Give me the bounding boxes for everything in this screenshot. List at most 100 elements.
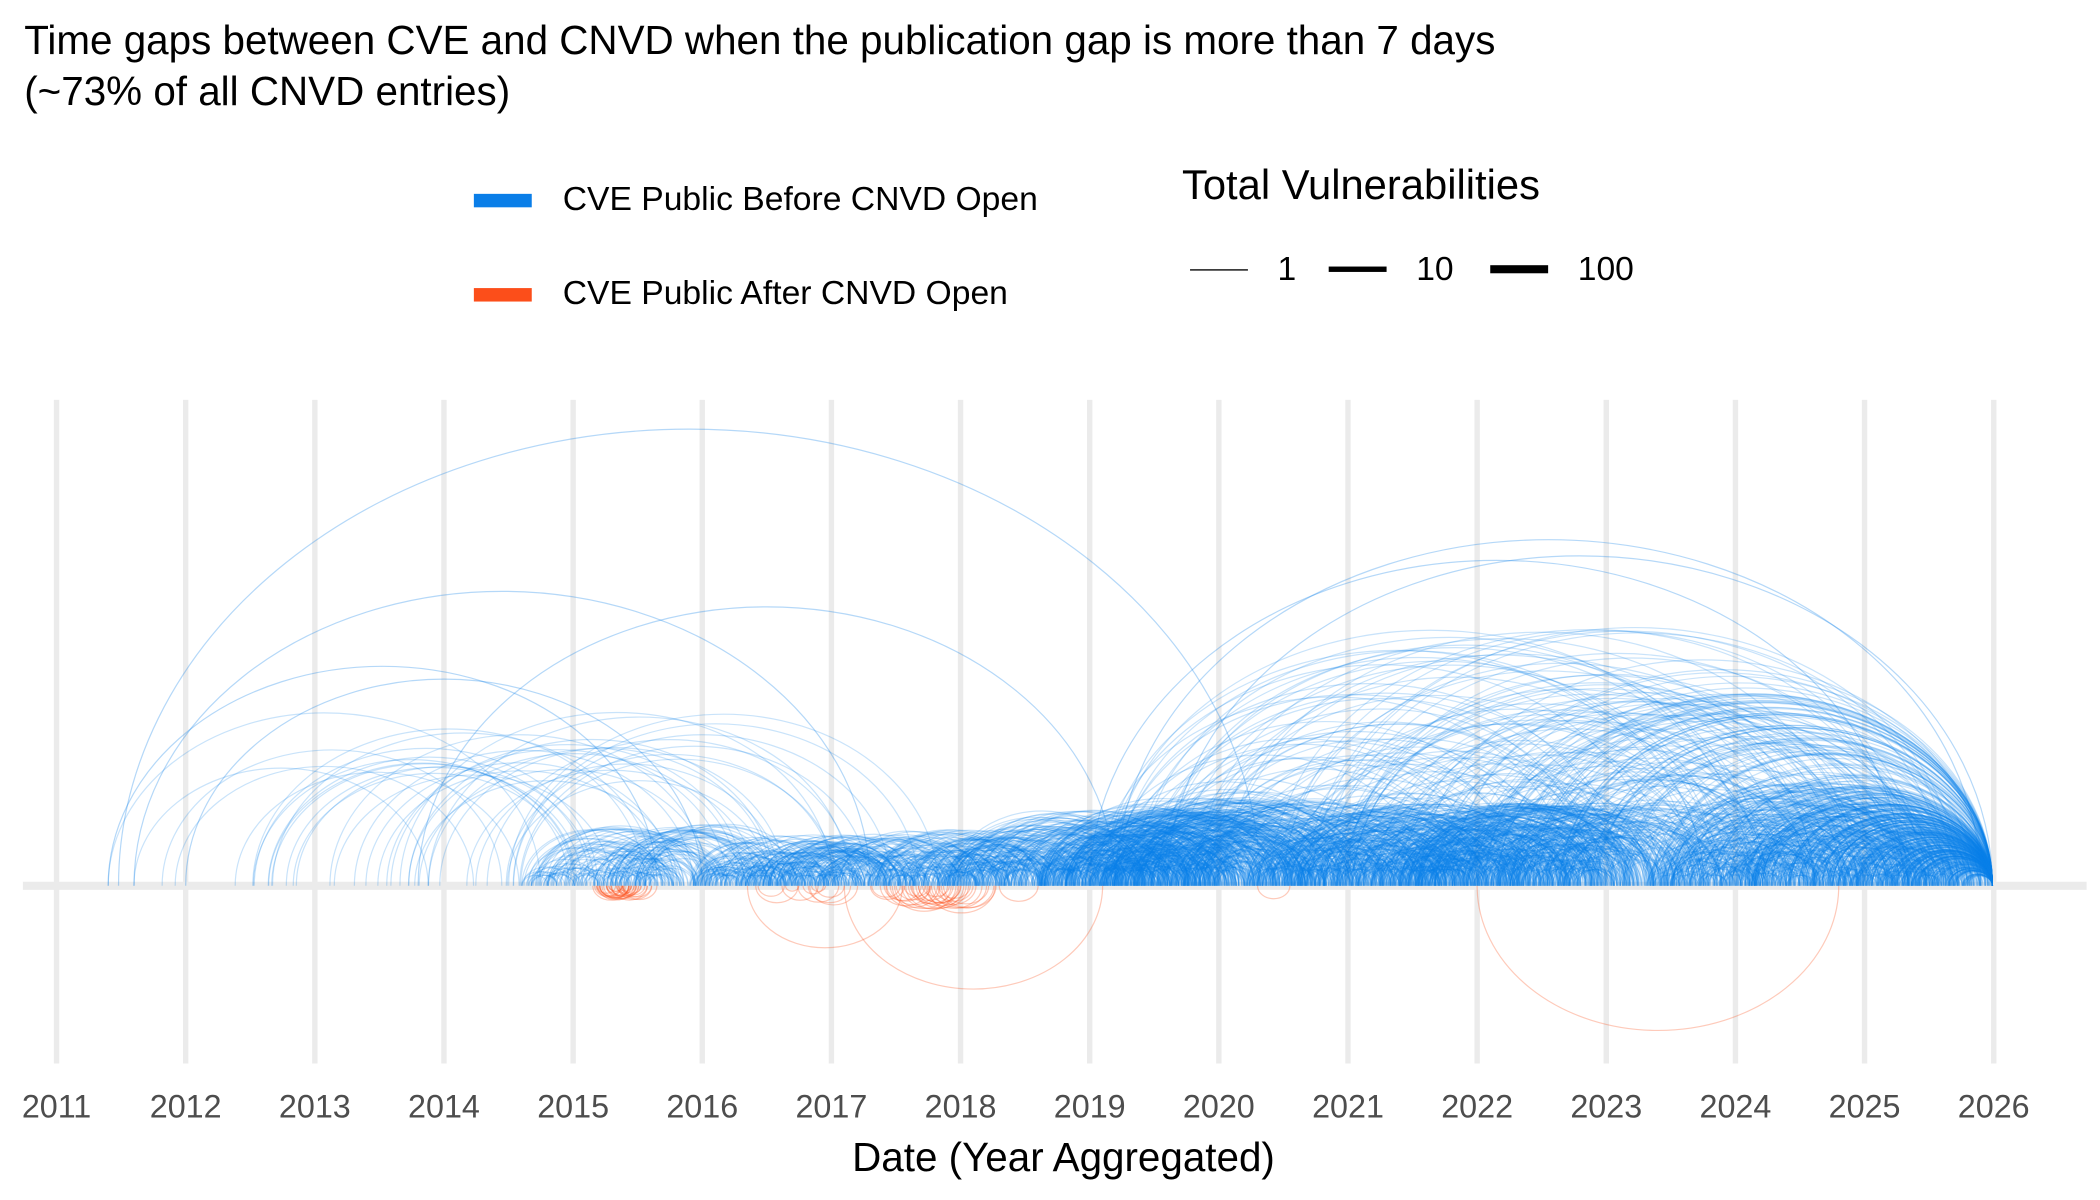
chart-subtitle: (~73% of all CNVD entries) [24,70,511,115]
arc-cve-before [623,844,726,886]
arc-cve-before [931,854,1011,886]
arc-cve-before [1404,866,1455,886]
arc-cve-before [644,865,696,886]
arc-cve-before [1371,866,1421,886]
arc-cve-before [1041,814,1219,886]
arc-cve-before [1360,852,1445,886]
arc-cve-before [803,854,882,886]
arc-cve-before [956,824,1110,886]
arc-cve-before [746,867,793,886]
arc-cve-before [956,847,1053,886]
arc-cve-before [1395,859,1462,886]
arc-cve-before [875,832,1011,886]
arc-cve-before [731,852,816,886]
arc-cve-before [1119,816,1293,886]
arc-cve-before [1407,869,1449,886]
arc-cve-before [762,852,846,886]
arc-cve-before [981,811,1169,886]
arc-cve-before [538,828,682,886]
arc-cve-before [1565,828,1708,886]
arc-cve-before [1139,829,1281,886]
arc-cve-before [625,824,778,886]
arc-cve-before [758,846,857,886]
arc-cve-before [1057,861,1120,886]
arc-cve-before [1319,869,1360,886]
arc-cve-before [1103,830,1243,886]
arc-cve-before [1433,864,1487,886]
arc-cve-before [1319,816,1493,886]
arc-cve-before [815,859,883,886]
arc-cve-before [1133,802,1342,886]
arc-cve-before [1127,835,1253,886]
arc-cve-before [252,758,570,886]
arc-cve-before [1136,847,1234,886]
arc-cve-before [916,851,1002,886]
arc-cve-before [1308,817,1481,886]
arc-cve-before [1478,859,1546,886]
arc-cve-before [1513,862,1572,886]
arc-cve-before [712,867,759,886]
arc-cve-before [745,865,795,886]
arc-cve-before [1307,848,1402,886]
arc-cve-before [1261,837,1383,886]
arc-cve-before [596,837,717,886]
arc-cve-before [692,836,816,886]
arc-cve-before [1019,852,1103,886]
arc-cve-before [1246,819,1413,886]
arc-cve-before [1376,829,1520,886]
arc-cve-before [407,753,740,886]
arc-cve-before [543,871,579,886]
arc-cve-before [715,855,792,886]
arc-cve-before [1250,848,1345,886]
arc-cve-before [1284,858,1352,886]
arc-cve-before [1413,843,1521,886]
arc-cve-before [981,861,1044,886]
arc-cve-before [1275,849,1367,886]
arc-cve-before [953,840,1068,886]
arc-cve-before [867,864,921,886]
arc-cve-before [1263,865,1316,886]
arc-cve-before [610,858,678,886]
arc-cve-before [1166,867,1212,886]
arc-cve-before [913,869,956,886]
arc-cve-before [1358,826,1506,886]
arc-cve-before [978,825,1128,886]
arc-cve-before [521,874,549,886]
arc-cve-before [1113,844,1216,886]
arc-cve-before [758,842,866,886]
arc-cve-before [1427,836,1553,886]
arc-cve-before [964,860,1027,886]
arc-cve-before [1049,862,1108,886]
arc-cve-before [745,871,780,886]
arc-cve-before [847,838,966,886]
arc-cve-before [1444,804,1648,886]
arc-cve-after [1476,885,1840,1031]
arc-cve-before [644,837,766,886]
arc-cve-before [1126,866,1174,886]
arc-cve-before [826,834,955,886]
arc-cve-before [831,867,877,886]
arc-cve-before [1570,863,1628,886]
arc-cve-before [1090,855,1167,886]
arc-cve-before [1084,822,1243,886]
arc-cve-before [1126,814,1306,886]
arc-cve-before [1522,858,1590,886]
arc-cve-before [1149,867,1195,886]
arc-cve-before [1255,866,1304,886]
arc-cve-before [952,838,1072,886]
arc-cve-before [1161,853,1241,886]
arc-cve-before [1032,823,1189,886]
arc-cve-before [1085,809,1277,886]
arc-cve-before [1506,827,1655,886]
arc-cve-before [1184,837,1307,886]
arc-cve-before [1044,806,1243,886]
arc-cve-before [1391,859,1457,886]
arc-cve-before [1202,800,1417,886]
arc-cve-before [943,839,1061,886]
arc-cve-before [1455,807,1651,886]
arc-cve-before [649,826,798,886]
arc-cve-before [1275,822,1437,886]
arc-cve-before [953,874,982,886]
arc-cve-before [767,835,894,886]
arc-cve-before [1420,858,1489,886]
